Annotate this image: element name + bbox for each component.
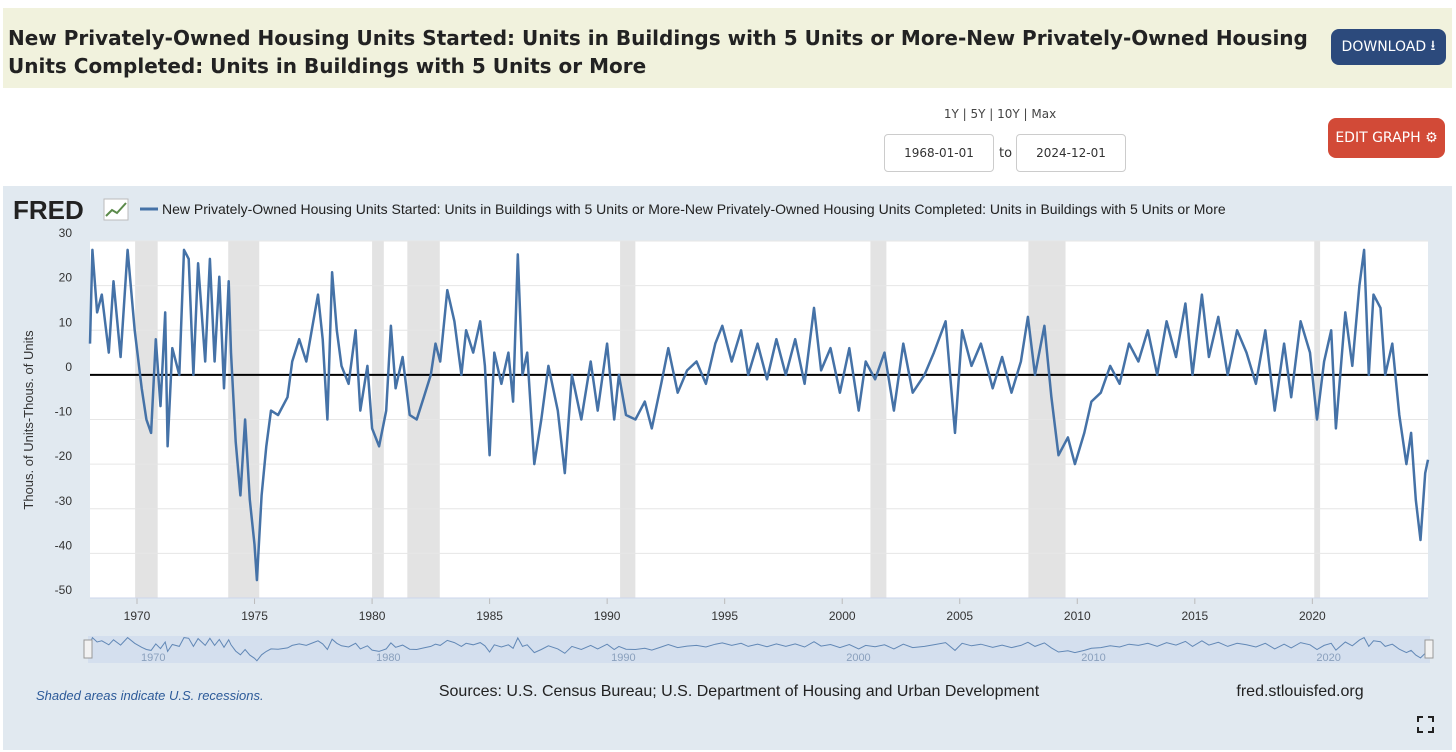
x-tick-label: 1970 [124,609,151,623]
x-tick-label: 2005 [946,609,973,623]
download-label[interactable]: DOWNLOAD [1341,39,1427,55]
x-tick-label: 2015 [1181,609,1208,623]
edit-graph-button[interactable]: EDIT GRAPH ⚙ [1328,118,1445,158]
x-tick-label: 1990 [594,609,621,623]
y-tick-label: -40 [55,538,73,552]
navigator-handle-left [83,639,93,659]
logo-icon [103,198,129,221]
x-tick-label: 1975 [241,609,268,623]
navigator-tick-label: 1990 [611,652,635,664]
edit-label[interactable]: EDIT GRAPH [1335,130,1421,146]
fred-logo: FRED [13,195,84,225]
fullscreen-icon[interactable] [1417,716,1434,733]
x-tick-label: 1980 [359,609,386,623]
x-tick-label: 1995 [711,609,738,623]
y-tick-label: 10 [59,315,73,329]
recession-note: Shaded areas indicate U.S. recessions. [36,688,264,703]
navigator-tick-label: 1980 [376,652,400,664]
x-tick-label: 2020 [1299,609,1326,623]
navigator-tick-label: 2020 [1316,652,1340,664]
y-axis-label: Thous. of Units-Thous. of Units [21,330,36,510]
sources: Sources: U.S. Census Bureau; U.S. Depart… [439,683,1040,700]
x-tick-label: 2000 [829,609,856,623]
page-title: New Privately-Owned Housing Units Starte… [8,26,1308,78]
y-tick-label: 0 [65,360,72,374]
site-link[interactable]: fred.stlouisfed.org [1236,683,1363,700]
logo-icon-line [105,202,127,217]
title-bar [3,8,1452,88]
x-tick-label: 2010 [1064,609,1091,623]
to-label: to [999,146,1013,161]
y-tick-label: -50 [55,583,73,597]
x-tick-label: 1985 [476,609,503,623]
navigator[interactable] [88,636,1430,663]
y-tick-label: -10 [55,405,73,419]
data-line [88,248,1430,582]
navigator-handle-right [1424,639,1434,659]
end-date[interactable]: 2024-12-01 [1016,134,1126,172]
y-tick-label: 20 [59,271,73,285]
navigator-tick-label: 1970 [141,652,165,664]
y-tick-label: -30 [55,494,73,508]
y-tick-label: 30 [59,226,73,240]
navigator-line [89,636,1429,662]
navigator-tick-label: 2010 [1081,652,1105,664]
download-button[interactable]: DOWNLOAD ⭳ [1331,29,1446,65]
start-date[interactable]: 1968-01-01 [884,134,994,172]
range-links[interactable]: 1Y | 5Y | 10Y | Max [943,107,1057,121]
y-tick-label: -20 [55,449,73,463]
legend-label: New Privately-Owned Housing Units Starte… [162,201,1226,217]
navigator-tick-label: 2000 [846,652,870,664]
